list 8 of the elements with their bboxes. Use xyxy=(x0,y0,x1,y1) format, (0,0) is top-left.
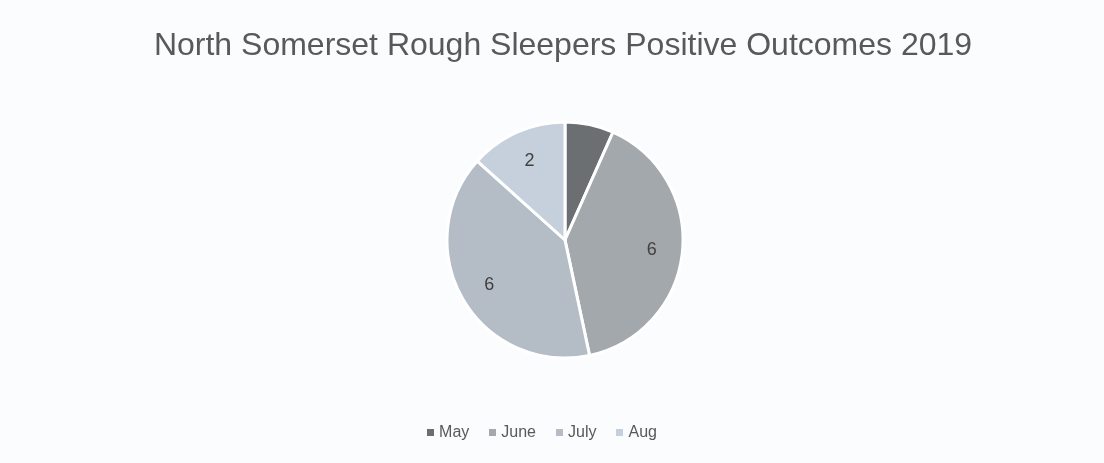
chart-title: North Somerset Rough Sleepers Positive Outcomes 2019 xyxy=(152,26,974,63)
data-label: 6 xyxy=(646,239,657,260)
legend-label: June xyxy=(501,423,536,440)
legend-label: May xyxy=(439,423,470,440)
legend-label: Aug xyxy=(628,423,657,440)
data-label: 6 xyxy=(484,273,495,294)
legend-label: July xyxy=(568,423,597,440)
data-label: 2 xyxy=(524,150,535,171)
